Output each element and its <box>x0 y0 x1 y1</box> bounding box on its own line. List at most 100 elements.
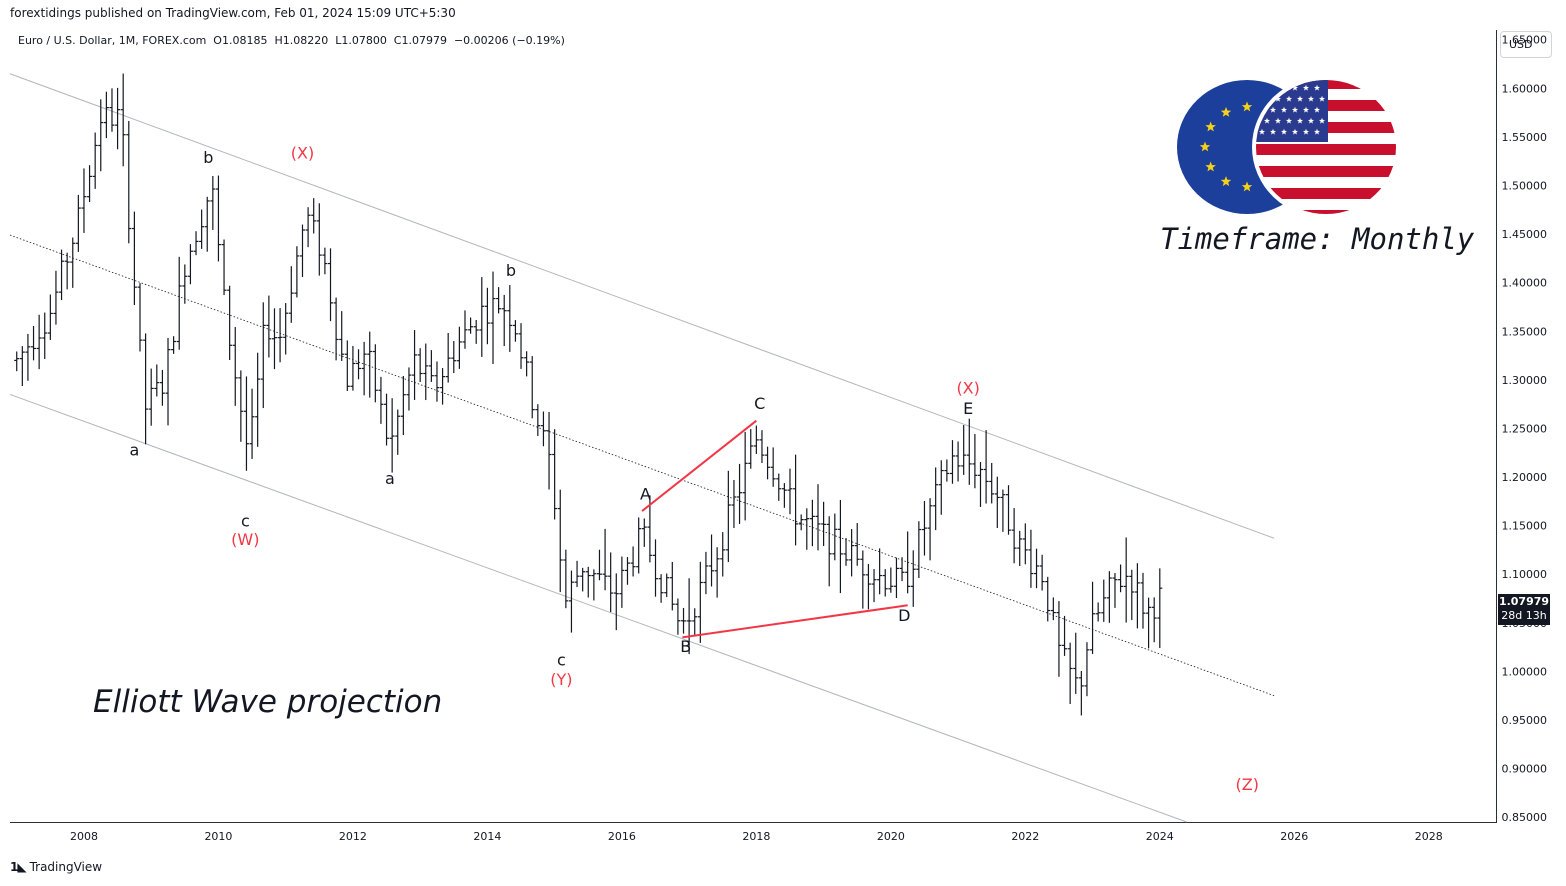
ohlc-bar-187 <box>1062 615 1068 656</box>
ohlc-bar-70 <box>406 367 412 411</box>
ohlc-bar-18 <box>115 87 121 150</box>
ohlc-bar-97 <box>557 489 563 593</box>
ohlc-bar-139 <box>793 454 799 546</box>
ohlc-bar-24 <box>148 368 154 426</box>
ohlc-bar-174 <box>989 462 995 504</box>
ohlc-bar-137 <box>781 483 787 508</box>
x-tick-label-0: 2008 <box>70 830 98 843</box>
wave-label-8: (Y) <box>550 670 572 689</box>
x-axis: 2008 2010 2012 2014 2016 2018 2020 2022 2024 2026… <box>70 830 1443 843</box>
ohlc-bar-63 <box>367 331 373 398</box>
ohlc-bar-74 <box>428 350 434 382</box>
ohlc-bar-95 <box>546 411 552 490</box>
x-tick-label-9: 2026 <box>1280 830 1308 843</box>
ohlc-bar-117 <box>669 561 675 611</box>
y-tick-label-14: 1.55000 <box>1502 131 1548 144</box>
ohlc-bar-133 <box>759 430 765 463</box>
tradingview-logo[interactable]: 1◣ TradingView <box>10 860 102 874</box>
ohlc-bar-66 <box>384 393 390 446</box>
ohlc-bar-100 <box>574 560 580 588</box>
currency-selector[interactable]: USD <box>1500 31 1552 58</box>
ohlc-bar-108 <box>619 556 625 608</box>
y-tick-label-5: 1.10000 <box>1502 568 1548 581</box>
ohlc-bar-8 <box>59 249 65 301</box>
tradingview-logo-icon: 1◣ <box>10 860 27 874</box>
ohlc-bar-87 <box>501 294 507 347</box>
x-tick-label-7: 2022 <box>1011 830 1039 843</box>
ohlc-bar-27 <box>165 337 171 426</box>
wave-label-9: A <box>640 484 651 503</box>
ohlc-bar-191 <box>1084 642 1090 697</box>
ohlc-bar-25 <box>154 364 160 397</box>
ohlc-bar-54 <box>316 203 322 276</box>
y-tick-label-2: 0.95000 <box>1502 714 1548 727</box>
ohlc-bar-9 <box>64 252 70 290</box>
ohlc-bar-144 <box>821 501 827 547</box>
wave-label-10: B <box>680 637 691 656</box>
ohlc-bar-17 <box>109 88 115 132</box>
ohlc-bar-72 <box>417 348 423 382</box>
ohlc-bar-134 <box>765 446 771 480</box>
triangle-line-1 <box>682 604 908 639</box>
ohlc-bar-192 <box>1090 581 1096 654</box>
wave-label-12: D <box>898 606 910 625</box>
ohlc-bar-169 <box>961 425 967 475</box>
ohlc-bar-20 <box>126 120 132 244</box>
ohlc-bar-141 <box>804 508 810 550</box>
y-tick-label-9: 1.30000 <box>1502 374 1548 387</box>
ohlc-bar-39 <box>232 327 238 406</box>
ohlc-bar-186 <box>1056 601 1062 677</box>
y-tick-label-10: 1.35000 <box>1502 325 1548 338</box>
y-tick-label-1: 0.90000 <box>1502 763 1548 776</box>
ohlc-bar-42 <box>249 388 255 459</box>
y-tick-label-13: 1.50000 <box>1502 179 1548 192</box>
ohlc-bar-165 <box>938 460 944 515</box>
ohlc-bar-36 <box>215 175 221 262</box>
ohlc-bar-138 <box>787 468 793 515</box>
ohlc-bar-86 <box>496 287 502 314</box>
ohlc-bar-203 <box>1151 597 1157 643</box>
ohlc-bar-132 <box>753 425 759 454</box>
ohlc-bar-38 <box>227 285 233 360</box>
ohlc-bar-153 <box>871 569 877 603</box>
ohlc-bar-29 <box>176 256 182 350</box>
ohlc-bar-77 <box>445 332 451 383</box>
ohlc-bar-159 <box>905 531 911 594</box>
ohlc-bar-92 <box>529 356 535 419</box>
ohlc-bar-64 <box>372 344 378 403</box>
price-bars <box>14 73 1163 716</box>
ohlc-bar-201 <box>1140 572 1146 629</box>
chart-frame[interactable] <box>10 30 1497 823</box>
eu-us-flags-icon <box>1177 76 1400 218</box>
ohlc-bar-190 <box>1078 670 1084 716</box>
ohlc-bar-28 <box>171 336 177 354</box>
wave-label-11: C <box>754 394 765 413</box>
ohlc-bar-11 <box>75 194 81 252</box>
ohlc-bar-168 <box>955 441 961 482</box>
ohlc-bar-197 <box>1118 564 1124 593</box>
ohlc-bar-58 <box>339 311 345 361</box>
ohlc-bar-114 <box>653 539 659 597</box>
last-price-tag: 1.07979 28d 13h <box>1498 594 1550 625</box>
ohlc-bar-67 <box>389 398 395 473</box>
ohlc-bar-85 <box>490 271 496 364</box>
ohlc-bar-94 <box>540 411 546 447</box>
ohlc-bar-162 <box>921 500 927 556</box>
ohlc-bar-22 <box>137 283 143 352</box>
ohlc-bar-37 <box>221 239 227 296</box>
ohlc-bar-164 <box>933 467 939 531</box>
ohlc-bar-148 <box>843 538 849 566</box>
ohlc-bar-40 <box>238 370 244 442</box>
ohlc-bar-182 <box>1034 548 1040 589</box>
ohlc-bar-3 <box>31 325 37 361</box>
ohlc-bar-75 <box>434 361 440 402</box>
ohlc-bar-44 <box>260 302 266 409</box>
ohlc-bar-145 <box>826 516 832 587</box>
ohlc-bar-34 <box>204 196 210 252</box>
ohlc-bar-113 <box>647 495 653 563</box>
ohlc-bar-49 <box>288 266 294 323</box>
ohlc-bar-154 <box>877 548 883 595</box>
ohlc-bar-59 <box>344 340 350 391</box>
